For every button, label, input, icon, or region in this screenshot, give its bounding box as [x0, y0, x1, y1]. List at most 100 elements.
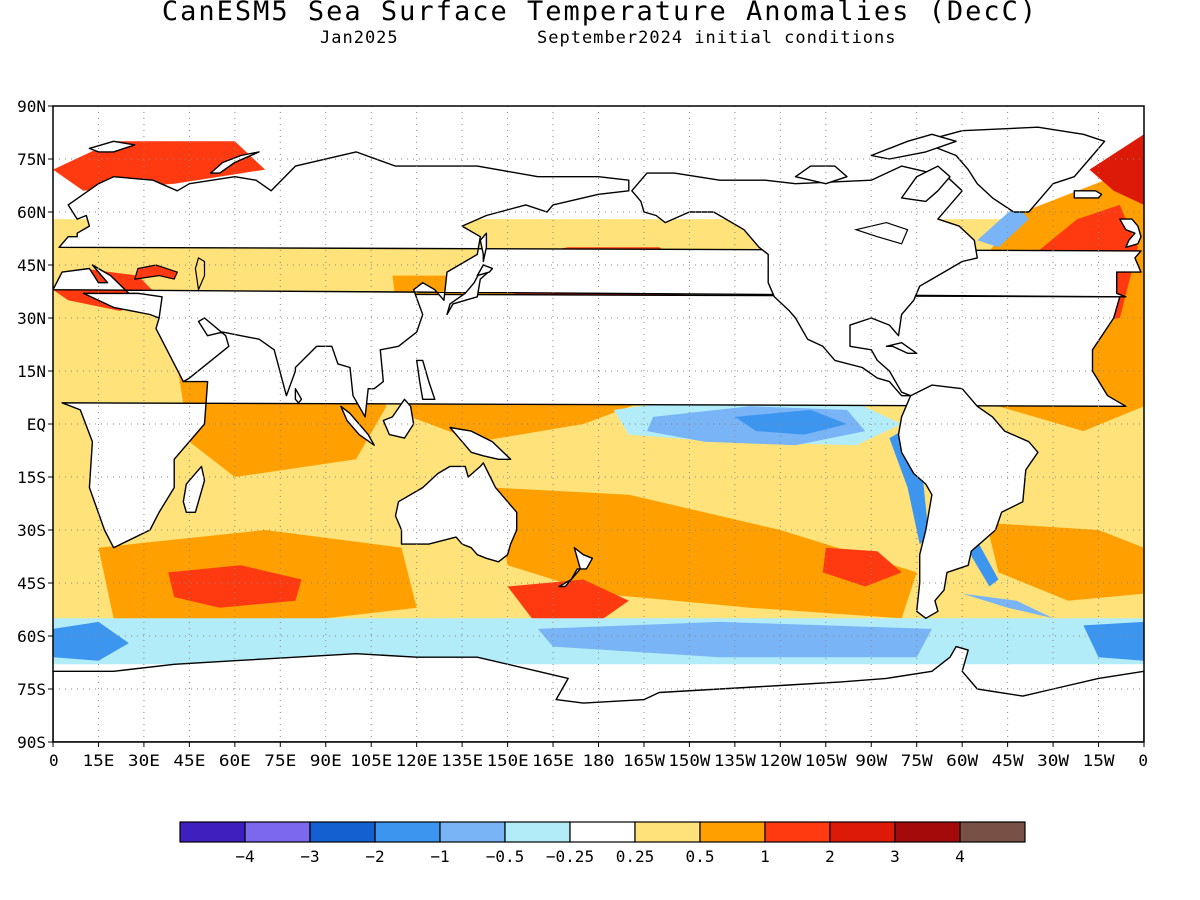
- colorbar-label: −2: [365, 847, 384, 866]
- island-ellesmere: [870, 133, 957, 160]
- colorbar-label: −4: [235, 847, 254, 866]
- colorbar-swatch: [764, 821, 831, 843]
- island-philippines: [416, 359, 436, 400]
- island-new-zealand: [558, 547, 594, 588]
- island-sumatra: [340, 405, 375, 446]
- anomaly-peru-current-cold: [889, 431, 929, 545]
- lon-tick-label: 15E: [82, 751, 114, 770]
- lon-tick-label: 75E: [264, 751, 296, 770]
- colorbar-swatch: [439, 821, 506, 843]
- colorbar-swatch: [894, 821, 961, 843]
- lat-tick-label: 45S: [17, 574, 46, 593]
- lat-tick-label: 30N: [17, 309, 46, 328]
- anomaly-southern-ocean-cold-west: [53, 621, 129, 661]
- lon-tick-label: 150E: [487, 751, 529, 770]
- lon-tick-label: 135W: [714, 751, 756, 770]
- continent-eurasia: [53, 151, 1142, 418]
- hudson-bay: [853, 221, 909, 245]
- continent-australia: [394, 462, 518, 563]
- latitude-axis: 90N 75N 60N 45N 30N 15N EQ 15S 30S 45S 60S 75S 90S: [17, 97, 53, 752]
- lon-tick-label: 105W: [805, 751, 847, 770]
- island-cuba: [885, 342, 918, 354]
- lat-tick-label: 60N: [17, 203, 46, 222]
- lon-tick-label: 165W: [623, 751, 665, 770]
- island-svalbard: [88, 140, 136, 153]
- colorbar-swatch: [699, 821, 766, 843]
- island-iceland: [1073, 190, 1103, 199]
- map-title: CanESM5 Sea Surface Temperature Anomalie…: [161, 0, 1039, 27]
- colorbar-swatch: [374, 821, 441, 843]
- anomaly-barents-sea-warm: [53, 141, 266, 191]
- lon-tick-label: 90W: [855, 751, 887, 770]
- lon-tick-label: 120E: [396, 751, 438, 770]
- island-britain: [1119, 218, 1142, 249]
- lat-tick-label: 90N: [17, 97, 46, 116]
- lon-tick-label: 45W: [992, 751, 1024, 770]
- lat-tick-label: 15N: [17, 362, 46, 381]
- lon-tick-label: 30W: [1037, 751, 1069, 770]
- colorbar-swatch: [504, 821, 571, 843]
- initial-conditions-label: September2024 initial conditions: [537, 28, 897, 48]
- island-greenland: [922, 126, 1106, 213]
- colorbar-label: 0.25: [616, 847, 655, 866]
- lat-tick-label: 90S: [17, 733, 46, 752]
- lon-tick-label: 0: [1138, 751, 1148, 770]
- map-plot-area: [53, 106, 1144, 742]
- lon-tick-label: 30E: [128, 751, 160, 770]
- island-new-guinea: [449, 426, 512, 460]
- lon-tick-label: 75W: [901, 751, 933, 770]
- lon-tick-label: 120W: [759, 751, 801, 770]
- colorbar-label: −0.25: [546, 847, 594, 866]
- lon-tick-label: 60W: [946, 751, 978, 770]
- colorbar-label: −1: [430, 847, 449, 866]
- anomaly-arctic-atlantic-warm: [1089, 134, 1144, 205]
- anomaly-labrador-cold: [977, 204, 1029, 248]
- lat-tick-label: 15S: [17, 468, 46, 487]
- colorbar-label: 4: [955, 847, 965, 866]
- colorbar-swatch: [179, 821, 246, 843]
- colorbar-label: −0.5: [486, 847, 525, 866]
- lat-tick-label: 30S: [17, 521, 46, 540]
- continent-south-america: [897, 384, 1039, 619]
- colorbar-swatch: [959, 821, 1026, 843]
- lon-tick-label: 165E: [532, 751, 574, 770]
- forecast-month: Jan2025: [320, 28, 399, 48]
- island-borneo: [382, 398, 415, 439]
- island-sri-lanka: [294, 388, 303, 404]
- anomaly-south-atlantic-warm: [986, 522, 1144, 601]
- island-victoria: [794, 165, 848, 185]
- lat-tick-label: 60S: [17, 627, 46, 646]
- lat-tick-label: 75S: [17, 680, 46, 699]
- island-novaya-zemlya: [209, 151, 260, 174]
- colorbar-swatch: [244, 821, 311, 843]
- graticule: [53, 106, 1144, 742]
- lon-tick-label: 60E: [219, 751, 251, 770]
- lon-tick-label: 15W: [1083, 751, 1115, 770]
- caspian-sea: [194, 256, 206, 292]
- colorbar-label: 2: [825, 847, 835, 866]
- colorbar-swatch: [569, 821, 636, 843]
- island-hokkaido: [476, 264, 494, 277]
- colorbar-label: 1: [760, 847, 770, 866]
- anomaly-southeast-pacific-strong: [822, 547, 902, 587]
- lat-tick-label: 75N: [17, 150, 46, 169]
- island-sakhalin: [479, 232, 488, 263]
- lon-tick-label: 105E: [350, 751, 392, 770]
- longitude-axis: 0 15E 30E 45E 60E 75E 90E 105E 120E 135E 150E 165E 1…: [49, 742, 1148, 770]
- lat-tick-label: EQ: [27, 415, 46, 434]
- colorbar-label: −3: [300, 847, 319, 866]
- lon-tick-label: 180: [583, 751, 615, 770]
- colorbar-swatch: [634, 821, 701, 843]
- anomaly-cold-tongue-core: [734, 409, 847, 435]
- lon-tick-label: 45E: [173, 751, 205, 770]
- colorbar-label: 3: [890, 847, 900, 866]
- lon-tick-label: 150W: [668, 751, 710, 770]
- colorbar-swatch: [309, 821, 376, 843]
- island-madagascar: [182, 465, 206, 513]
- lon-tick-label: 90E: [310, 751, 342, 770]
- colorbar-swatch: [829, 821, 896, 843]
- anomaly-southern-ocean-cold-east: [1083, 621, 1144, 661]
- colorbar-label: 0.5: [686, 847, 715, 866]
- lat-tick-label: 45N: [17, 256, 46, 275]
